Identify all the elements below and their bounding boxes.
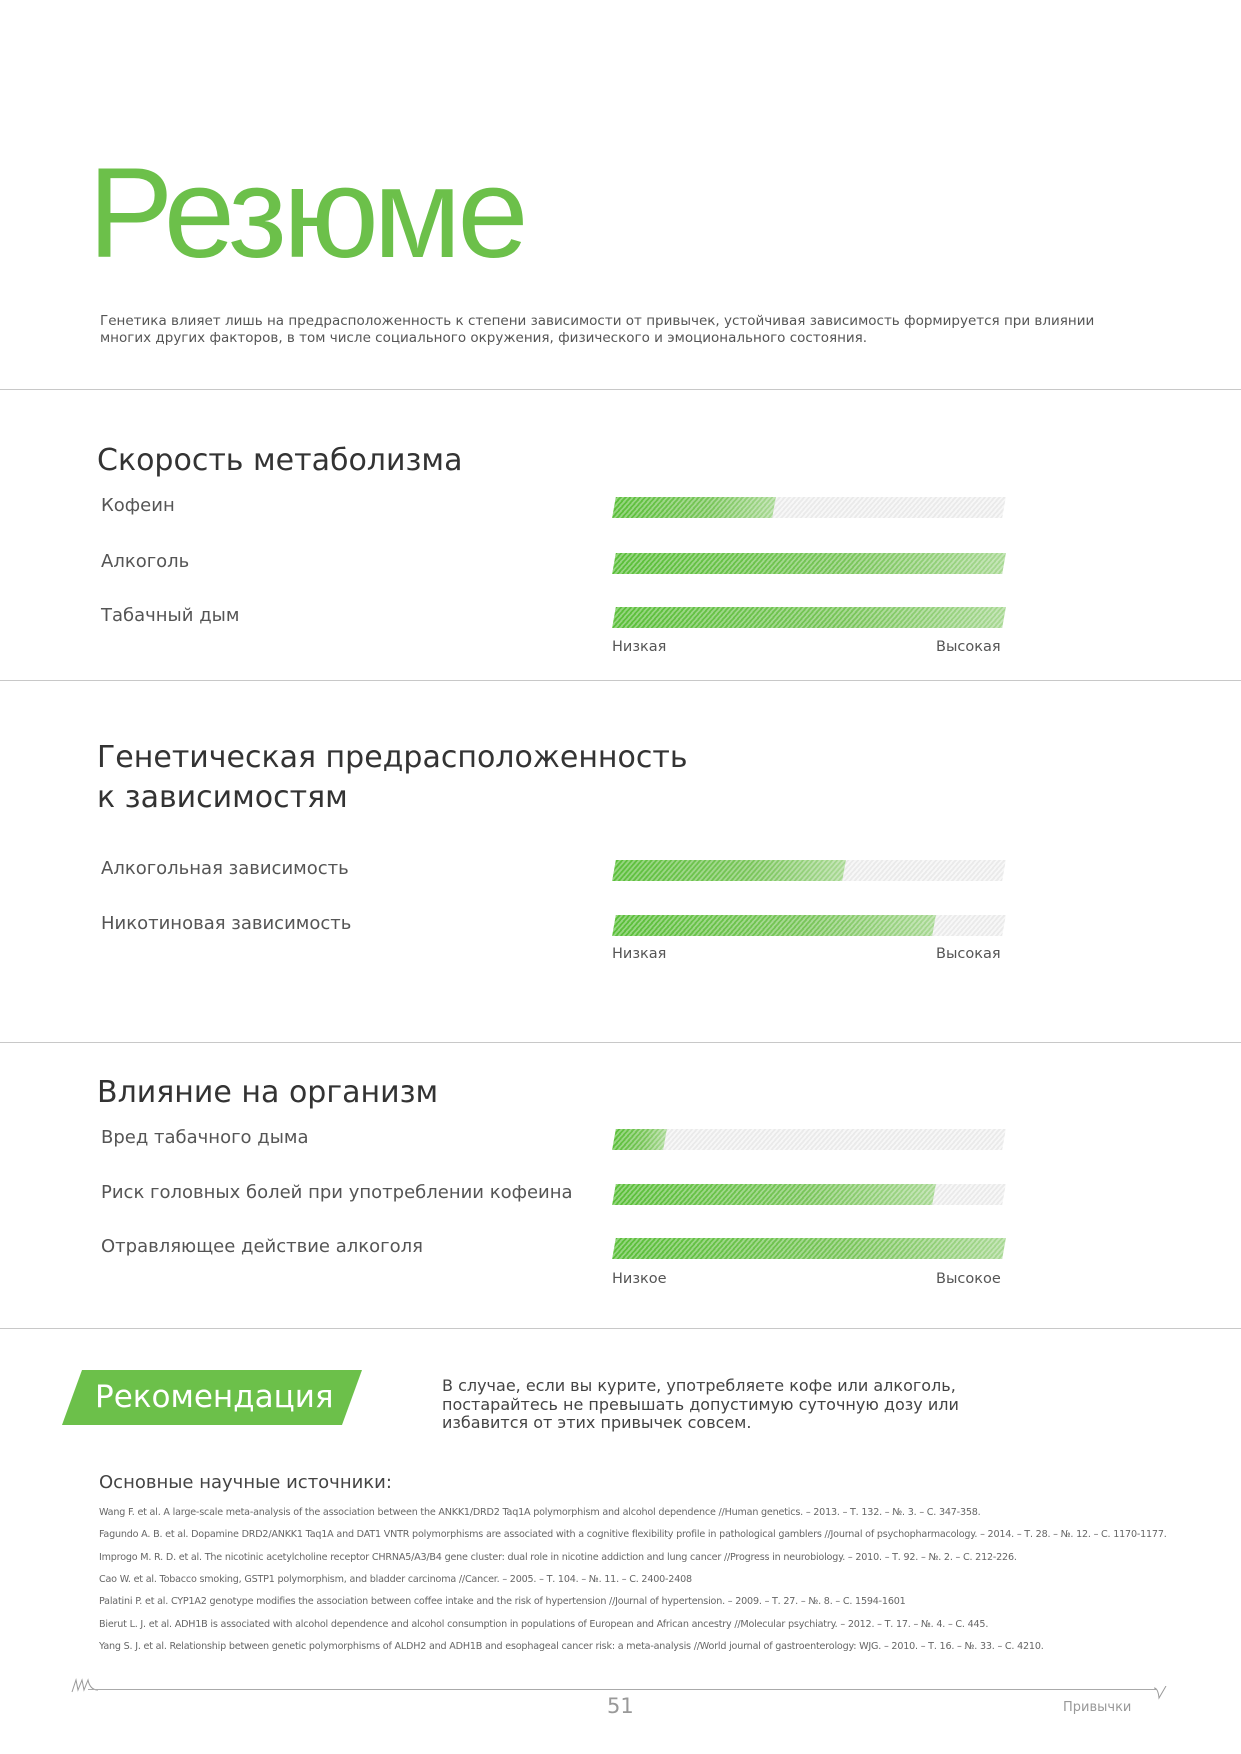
- section-heading-line2: к зависимостям: [97, 780, 348, 815]
- level-bar-fill: [612, 915, 936, 936]
- level-bar-fill: [612, 497, 776, 518]
- reference-item: Cao W. et al. Tobacco smoking, GSTP1 pol…: [99, 1573, 692, 1585]
- level-bar: [612, 1129, 1006, 1150]
- intro-text: Генетика влияет лишь на предрасположенно…: [100, 313, 1095, 346]
- row-label: Риск головных болей при употреблении коф…: [101, 1182, 573, 1203]
- recommendation-text: В случае, если вы курите, употребляете к…: [442, 1376, 959, 1432]
- reference-item: Yang S. J. et al. Relationship between g…: [99, 1640, 1044, 1652]
- scale-low-label: Низкая: [612, 946, 667, 962]
- level-bar-fill: [612, 553, 1006, 574]
- level-bar: [612, 607, 1006, 628]
- reference-item: Fagundo A. B. et al. Dopamine DRD2/ANKK1…: [99, 1529, 1167, 1541]
- scale-low-label: Низкое: [612, 1271, 667, 1287]
- row-label: Табачный дым: [101, 605, 240, 626]
- reference-item: Improgo M. R. D. et al. The nicotinic ac…: [99, 1551, 1017, 1563]
- scale-high-label: Высокая: [936, 946, 1001, 962]
- reference-item: Wang F. et al. A large-scale meta-analys…: [99, 1507, 981, 1518]
- level-bar: [612, 915, 1006, 936]
- level-bar-fill: [612, 1238, 1006, 1259]
- section-heading: Влияние на организм: [97, 1075, 439, 1110]
- reference-item: Palatini P. et al. CYP1A2 genotype modif…: [99, 1596, 906, 1608]
- row-label: Алкоголь: [101, 551, 190, 572]
- level-bar-fill: [612, 607, 1006, 628]
- reference-item: Bierut L. J. et al. ADH1B is associated …: [99, 1618, 989, 1630]
- level-bar: [612, 1238, 1006, 1259]
- level-bar: [612, 553, 1006, 574]
- divider: [0, 680, 1241, 681]
- row-label: Отравляющее действие алкоголя: [101, 1236, 423, 1257]
- sources-heading: Основные научные источники:: [99, 1472, 392, 1493]
- row-label: Никотиновая зависимость: [101, 913, 352, 934]
- section-heading: Генетическая предрасположенность: [97, 740, 688, 775]
- level-bar-fill: [612, 1129, 667, 1150]
- scale-high-label: Высокая: [936, 639, 1001, 655]
- row-label: Алкогольная зависимость: [101, 858, 349, 879]
- divider: [0, 389, 1241, 390]
- recommendation-label: Рекомендация: [95, 1379, 334, 1415]
- row-label: Кофеин: [101, 495, 175, 516]
- signature-icon: [71, 1678, 99, 1693]
- footer-tick-icon: [1154, 1686, 1167, 1700]
- scale-low-label: Низкая: [612, 639, 667, 655]
- page-title: Резюме: [88, 142, 529, 285]
- section-heading: Скорость метаболизма: [97, 443, 463, 478]
- level-bar: [612, 497, 1006, 518]
- level-bar: [612, 1184, 1006, 1205]
- level-bar-fill: [612, 860, 846, 881]
- level-bar: [612, 860, 1006, 881]
- divider: [0, 1328, 1241, 1329]
- footer-line: [88, 1689, 1156, 1690]
- row-label: Вред табачного дыма: [101, 1127, 309, 1148]
- scale-high-label: Высокое: [936, 1271, 1001, 1287]
- divider: [0, 1042, 1241, 1043]
- page-number: 51: [607, 1694, 634, 1718]
- footer-section: Привычки: [1063, 1700, 1132, 1715]
- level-bar-fill: [612, 1184, 936, 1205]
